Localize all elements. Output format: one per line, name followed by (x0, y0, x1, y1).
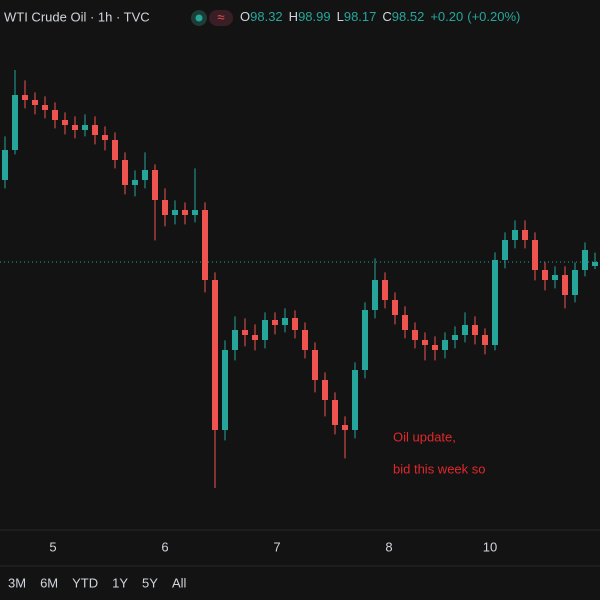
flag-icon[interactable] (209, 10, 233, 26)
header: WTI Crude Oil · 1h · TVC ≈ O98.32 H98.99 L… (4, 9, 520, 26)
candle-body (252, 335, 258, 340)
candle-body (182, 210, 188, 215)
flag-glyph: ≈ (217, 9, 224, 24)
candle-body (392, 300, 398, 315)
candle-body (292, 318, 298, 330)
candle-body (142, 170, 148, 180)
candle-body (72, 125, 78, 130)
candle-body (522, 230, 528, 240)
candle-body (32, 100, 38, 105)
candle-body (212, 280, 218, 430)
candle-body (272, 320, 278, 325)
annotation: Oil update, (393, 429, 456, 444)
status-dot (195, 14, 203, 22)
candle-body (102, 135, 108, 140)
candle-body (132, 180, 138, 185)
candle-body (542, 270, 548, 280)
candle-body (12, 95, 18, 150)
candle-body (42, 105, 48, 110)
ohlc-value: 98.17 (344, 9, 377, 24)
candle-body (412, 330, 418, 340)
x-tick-label: 8 (385, 539, 392, 554)
candle-body (512, 230, 518, 240)
candle-body (552, 275, 558, 280)
candle-body (422, 340, 428, 345)
candle-body (572, 270, 578, 295)
candle-body (382, 280, 388, 300)
candle-body (22, 95, 28, 100)
range-button[interactable]: 1Y (112, 575, 128, 590)
range-button[interactable]: All (172, 575, 187, 590)
candle-body (592, 262, 598, 266)
candle-body (82, 125, 88, 130)
ohlc-label: C (382, 9, 391, 24)
candle-body (222, 350, 228, 430)
annotation: bid this week so (393, 461, 486, 476)
range-button[interactable]: 5Y (142, 575, 158, 590)
ohlc-label: H (289, 9, 298, 24)
range-button[interactable]: YTD (72, 575, 98, 590)
candle-body (2, 150, 8, 180)
candle-body (482, 335, 488, 345)
candle-body (502, 240, 508, 260)
ohlc-readout: O98.32 H98.99 L98.17 C98.52 +0.20 (+0.20%) (240, 9, 520, 24)
candle-body (162, 200, 168, 215)
candle-body (262, 320, 268, 340)
candle-body (172, 210, 178, 215)
ohlc-label: L (337, 9, 344, 24)
ohlc-value: 98.52 (392, 9, 425, 24)
candle-body (232, 330, 238, 350)
candle-body (402, 315, 408, 330)
candle-body (192, 210, 198, 215)
candle-body (52, 110, 58, 120)
x-tick-label: 6 (161, 539, 168, 554)
candle-body (322, 380, 328, 400)
x-tick-label: 10 (483, 539, 497, 554)
candle-body (532, 240, 538, 270)
x-tick-label: 7 (273, 539, 280, 554)
range-button[interactable]: 3M (8, 575, 26, 590)
x-tick-label: 5 (49, 539, 56, 554)
candle-body (432, 345, 438, 350)
candle-body (312, 350, 318, 380)
candle-body (462, 325, 468, 335)
candle-body (442, 340, 448, 350)
candle-body (202, 210, 208, 280)
candle-body (452, 335, 458, 340)
ohlc-label: O (240, 9, 250, 24)
candle-body (352, 370, 358, 430)
candle-body (92, 125, 98, 135)
candle-body (112, 140, 118, 160)
range-button[interactable]: 6M (40, 575, 58, 590)
candle-body (562, 275, 568, 295)
candle-body (492, 260, 498, 345)
candle-body (242, 330, 248, 335)
candle-body (152, 170, 158, 200)
ohlc-value: 98.32 (250, 9, 283, 24)
candle-body (362, 310, 368, 370)
candle-body (342, 425, 348, 430)
candle-body (122, 160, 128, 185)
candle-body (472, 325, 478, 335)
change-pct: (+0.20%) (467, 9, 520, 24)
candle-body (372, 280, 378, 310)
ohlc-value: 98.99 (298, 9, 331, 24)
candle-body (582, 250, 588, 270)
candle-body (302, 330, 308, 350)
candle-body (62, 120, 68, 125)
candle-body (282, 318, 288, 325)
chart-title: WTI Crude Oil · 1h · TVC (4, 9, 150, 24)
candle-body (332, 400, 338, 425)
change: +0.20 (430, 9, 463, 24)
